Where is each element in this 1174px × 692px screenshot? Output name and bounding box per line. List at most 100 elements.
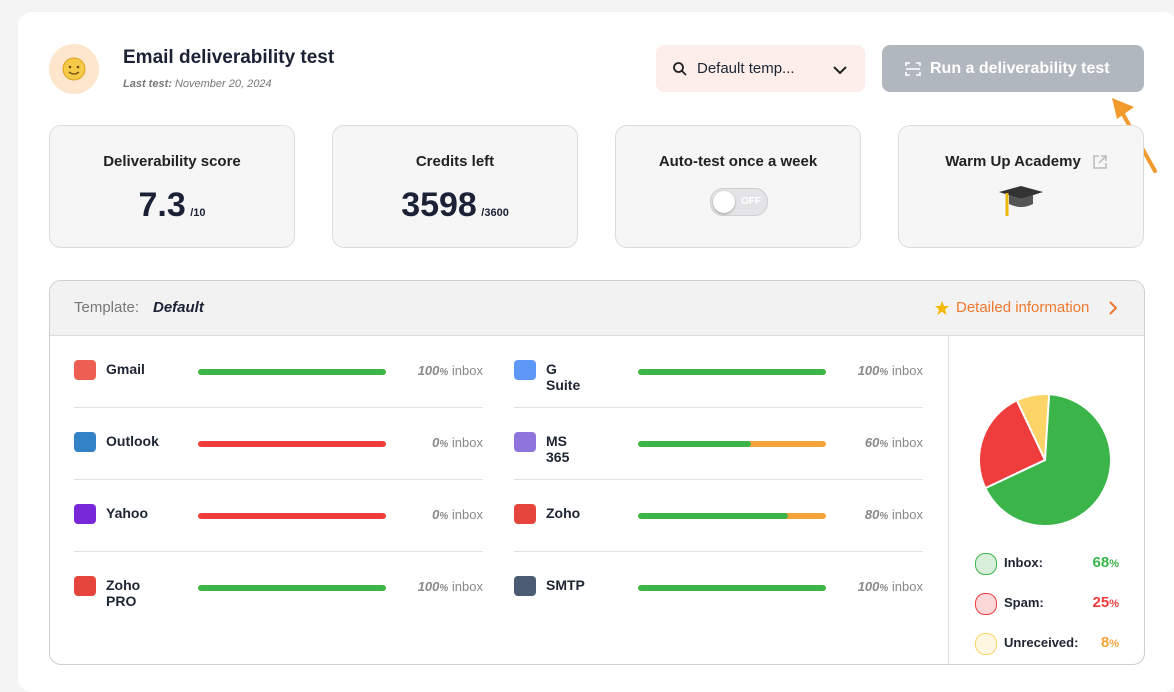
provider-name: Zoho PRO bbox=[106, 577, 141, 609]
provider-name: MS 365 bbox=[546, 433, 570, 465]
star-icon bbox=[935, 301, 949, 315]
provider-icon bbox=[74, 576, 96, 596]
percent-value: 100 bbox=[417, 363, 440, 378]
card-title: Warm Up Academy bbox=[945, 153, 1081, 170]
percent: 60% inbox bbox=[843, 435, 923, 450]
separator bbox=[74, 479, 483, 480]
smile-icon bbox=[62, 57, 86, 81]
percent-unit: % bbox=[879, 511, 889, 522]
separator bbox=[514, 407, 923, 408]
legend-number: 8 bbox=[1100, 634, 1110, 651]
legend-unit: % bbox=[1109, 598, 1119, 610]
percent: 100% inbox bbox=[403, 363, 483, 378]
percent-value: 60 bbox=[864, 435, 880, 450]
progress-fill bbox=[198, 369, 386, 375]
chevron-right bbox=[1109, 301, 1118, 315]
score-value: 7.3 bbox=[138, 186, 186, 224]
legend-icon bbox=[975, 553, 997, 575]
progress-track bbox=[198, 369, 386, 375]
legend-label: Spam: bbox=[1004, 595, 1044, 610]
status: inbox bbox=[451, 435, 483, 450]
progress-fill bbox=[638, 369, 826, 375]
percent: 100% inbox bbox=[843, 579, 923, 594]
results-header: Template: Default Detailed information bbox=[50, 281, 1144, 336]
legend-value: 8% bbox=[1060, 634, 1119, 651]
legend-unit: % bbox=[1109, 558, 1119, 570]
legend-number: 25 bbox=[1092, 594, 1110, 611]
toggle-label: OFF bbox=[741, 196, 761, 207]
percent-unit: % bbox=[879, 583, 889, 594]
provider-icon bbox=[74, 504, 96, 524]
separator bbox=[74, 407, 483, 408]
credits: 3598 /3600 bbox=[333, 186, 577, 225]
search-icon bbox=[673, 62, 687, 76]
percent: 80% inbox bbox=[843, 507, 923, 522]
progress-fill bbox=[638, 585, 826, 591]
credits-max: /3600 bbox=[481, 207, 509, 219]
template-name: Default bbox=[153, 299, 204, 316]
external-link-icon bbox=[1093, 155, 1107, 169]
progress-track bbox=[198, 513, 386, 519]
details-link[interactable]: Detailed information bbox=[956, 299, 1090, 316]
provider-icon bbox=[514, 576, 536, 596]
percent: 100% inbox bbox=[403, 579, 483, 594]
last-test-label: Last test: bbox=[123, 78, 172, 90]
card-title: Credits left bbox=[415, 153, 495, 170]
last-test: Last test: November 20, 2024 bbox=[123, 78, 272, 90]
chevron-down bbox=[833, 66, 847, 75]
results-panel: Template: Default Detailed information bbox=[49, 280, 1145, 665]
progress-track bbox=[638, 369, 826, 375]
legend-value: 25% bbox=[1060, 594, 1119, 611]
legend-icon bbox=[975, 633, 997, 655]
status: inbox bbox=[451, 579, 483, 594]
percent-unit: % bbox=[439, 511, 449, 522]
toggle[interactable]: OFF bbox=[710, 188, 768, 216]
scan-icon bbox=[905, 62, 921, 76]
progress-fill bbox=[198, 585, 386, 591]
separator bbox=[74, 551, 483, 552]
provider-name: Zoho bbox=[546, 505, 581, 521]
credits-value: 3598 bbox=[401, 186, 477, 224]
pie-chart bbox=[978, 392, 1112, 527]
run-test-button[interactable]: Run a deliverability test bbox=[882, 45, 1144, 92]
provider-icon bbox=[514, 360, 536, 380]
percent-value: 100 bbox=[857, 363, 880, 378]
percent-unit: % bbox=[879, 439, 889, 450]
card-title: Auto-test once a week bbox=[658, 153, 818, 170]
status: inbox bbox=[891, 435, 923, 450]
toggle-knob bbox=[713, 191, 735, 213]
page-title: Email deliverability test bbox=[123, 47, 335, 68]
progress-track bbox=[198, 585, 386, 591]
percent-unit: % bbox=[439, 367, 449, 378]
credits-card: Credits left 3598 /3600 bbox=[332, 125, 578, 248]
provider-icon bbox=[514, 504, 536, 524]
score-card: Deliverability score 7.3 /10 bbox=[49, 125, 295, 248]
provider-name: SMTP bbox=[546, 577, 585, 593]
percent-value: 80 bbox=[864, 507, 880, 522]
autotest-card: Auto-test once a week OFF bbox=[615, 125, 861, 248]
legend-value: 68% bbox=[1060, 554, 1119, 571]
progress-track bbox=[198, 441, 386, 447]
progress-track bbox=[638, 513, 826, 519]
status: inbox bbox=[891, 579, 923, 594]
provider-icon bbox=[74, 360, 96, 380]
legend-unit: % bbox=[1109, 638, 1119, 650]
progress-track bbox=[638, 441, 826, 447]
percent: 0% inbox bbox=[403, 435, 483, 450]
legend-number: 68 bbox=[1092, 554, 1110, 571]
percent-unit: % bbox=[439, 583, 449, 594]
progress-fill bbox=[638, 513, 789, 519]
status: inbox bbox=[891, 363, 923, 378]
progress-track bbox=[638, 585, 826, 591]
separator bbox=[514, 479, 923, 480]
select-text: Default temp... bbox=[697, 60, 795, 77]
percent-unit: % bbox=[879, 367, 889, 378]
legend-label: Unreceived: bbox=[1004, 635, 1079, 650]
legend-icon bbox=[975, 593, 997, 615]
academy-card[interactable]: Warm Up Academy bbox=[898, 125, 1144, 248]
percent: 0% inbox bbox=[403, 507, 483, 522]
percent: 100% inbox bbox=[843, 363, 923, 378]
template-select[interactable]: Default temp... bbox=[656, 45, 865, 92]
score-max: /10 bbox=[190, 207, 206, 219]
provider-icon bbox=[74, 432, 96, 452]
